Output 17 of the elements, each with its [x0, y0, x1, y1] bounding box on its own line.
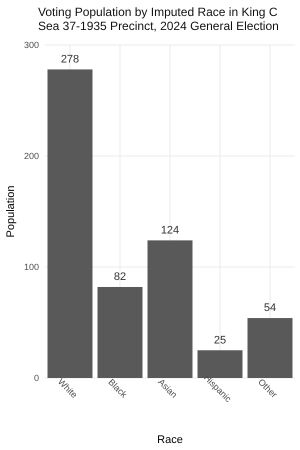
y-tick-label: 0: [34, 373, 39, 383]
data-label: 82: [114, 270, 126, 283]
x-axis-title: Race: [157, 434, 183, 446]
chart-title: Voting Population by Imputed Race in King C: [38, 5, 278, 19]
y-tick-label: 100: [24, 262, 39, 272]
bar: [98, 286, 142, 378]
bar: [148, 240, 192, 378]
y-axis-title: Population: [5, 186, 17, 238]
y-tick-label: 300: [24, 40, 39, 50]
data-label: 124: [160, 224, 180, 236]
data-label: 278: [60, 53, 80, 66]
bar: [248, 318, 292, 378]
bar: [48, 69, 92, 378]
y-tick-label: 200: [24, 151, 39, 161]
data-label: 25: [214, 334, 226, 346]
chart-subtitle: Sea 37-1935 Precinct, 2024 General Election: [38, 19, 279, 33]
data-label: 54: [264, 302, 276, 314]
